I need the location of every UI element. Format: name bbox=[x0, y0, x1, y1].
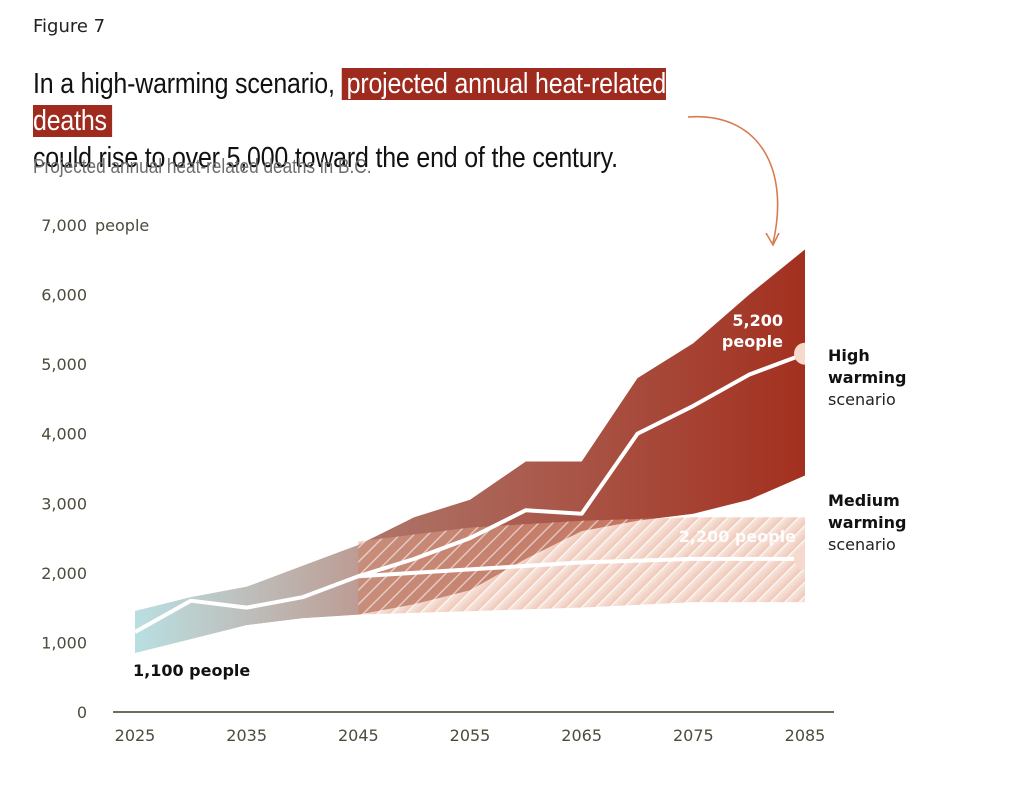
y-tick-label: 5,000 bbox=[41, 355, 87, 374]
high-warming-label-line2: warming bbox=[828, 368, 906, 387]
y-tick-label: 6,000 bbox=[41, 286, 87, 305]
high-warming-label-line3: scenario bbox=[828, 390, 896, 409]
start-value-label: 1,100 people bbox=[133, 661, 250, 680]
medium-warming-band bbox=[358, 517, 805, 615]
x-tick-label: 2075 bbox=[673, 726, 714, 745]
y-unit-label: people bbox=[95, 216, 149, 235]
y-tick-label: 2,000 bbox=[41, 564, 87, 583]
x-tick-label: 2025 bbox=[115, 726, 156, 745]
chart-subtitle: Projected annual heat-related deaths in … bbox=[33, 156, 372, 178]
callout-arrow bbox=[687, 116, 779, 244]
y-tick-label: 4,000 bbox=[41, 425, 87, 444]
y-tick-label: 0 bbox=[77, 703, 87, 722]
high-warming-label-line1: High bbox=[828, 346, 870, 365]
high-end-value-label-line2: people bbox=[722, 332, 783, 351]
x-tick-label: 2055 bbox=[450, 726, 491, 745]
medium-warming-label-line1: Medium bbox=[828, 491, 900, 510]
title-part1: In a high-warming scenario, bbox=[33, 68, 342, 100]
high-end-value-label-line1: 5,200 bbox=[732, 311, 783, 330]
early-years-band bbox=[135, 545, 359, 653]
x-tick-label: 2045 bbox=[338, 726, 379, 745]
x-tick-label: 2035 bbox=[226, 726, 267, 745]
medium-warming-endpoint bbox=[794, 547, 805, 570]
x-tick-label: 2085 bbox=[785, 726, 826, 745]
medium-warming-label-line3: scenario bbox=[828, 535, 896, 554]
figure-label: Figure 7 bbox=[33, 16, 106, 37]
x-tick-label: 2065 bbox=[561, 726, 602, 745]
chart-title: In a high-warming scenario, projected an… bbox=[33, 66, 721, 177]
medium-warming-line bbox=[358, 556, 805, 579]
callout-arrowhead bbox=[765, 232, 780, 247]
y-tick-label: 3,000 bbox=[41, 494, 87, 513]
y-tick-label: 1,000 bbox=[41, 633, 87, 652]
y-tick-label: 7,000 bbox=[41, 216, 87, 235]
high-warming-endpoint bbox=[794, 342, 805, 365]
medium-warming-label-line2: warming bbox=[828, 513, 906, 532]
high-warming-line bbox=[134, 351, 806, 634]
medium-end-value-label: 2,200 people bbox=[679, 527, 796, 546]
title-part2: could rise to over 5,000 toward the end … bbox=[33, 142, 618, 174]
